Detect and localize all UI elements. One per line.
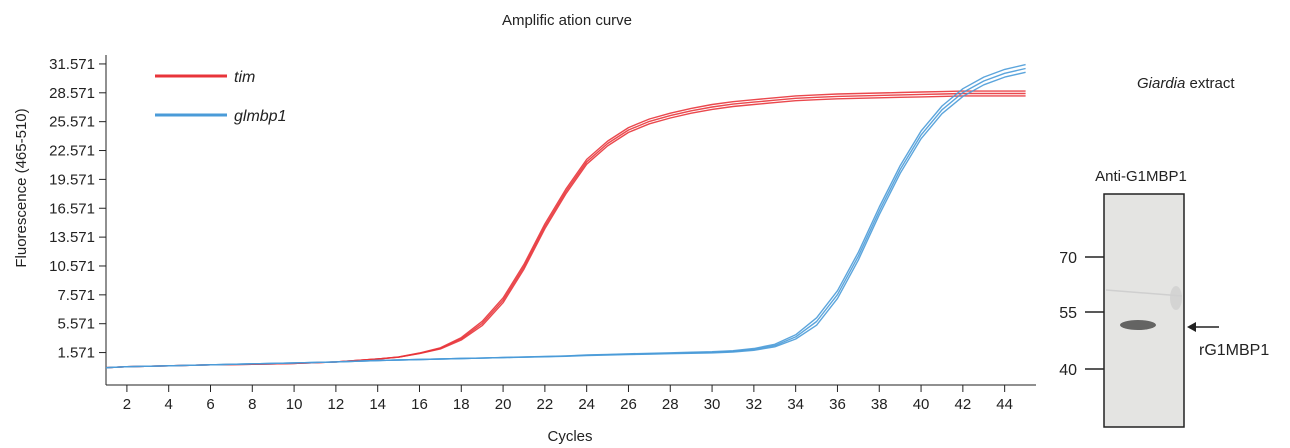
blot-antibody-label: Anti-G1MBP1 [1095, 168, 1187, 185]
x-tick-label: 2 [123, 396, 131, 413]
plot-area: 1.571 5.571 7.571 10.571 13.571 16.571 19.571 2… [49, 55, 1036, 413]
x-tick-label: 44 [996, 396, 1013, 413]
y-tick-label: 19.571 [49, 171, 95, 188]
marker-70: 70 [1059, 250, 1104, 267]
x-tick-label: 24 [578, 396, 595, 413]
blot-membrane [1103, 193, 1185, 428]
y-tick-label: 10.571 [49, 258, 95, 275]
blot-sample-label: Giardia extract [1137, 75, 1235, 92]
legend: tim glmbp1 [155, 69, 286, 125]
band-arrow-head [1187, 322, 1196, 332]
x-tick-label: 14 [369, 396, 386, 413]
x-tick-label: 28 [662, 396, 679, 413]
y-tick-label: 31.571 [49, 56, 95, 73]
chart-title: Amplific ation curve [502, 12, 632, 29]
series-line-glmbp1 [105, 63, 1026, 369]
x-ticks: 2 4 6 8 10 12 14 16 18 20 22 24 26 28 30 32 34 36 38 40 42 44 [123, 385, 1013, 413]
x-tick-label: 38 [871, 396, 888, 413]
western-blot-panel: Giardia extract Anti-G1MBP1 70 55 40 rG1… [1059, 75, 1269, 428]
marker-55-label: 55 [1059, 305, 1077, 322]
y-ticks: 1.571 5.571 7.571 10.571 13.571 16.571 19.571 2… [49, 56, 106, 362]
blot-smear-line [1105, 289, 1183, 297]
blot-edge-smudge [1170, 286, 1182, 310]
series-line-tim [105, 90, 1026, 369]
x-tick-label: 6 [206, 396, 214, 413]
x-axis-label: Cycles [547, 428, 592, 445]
x-tick-label: 22 [537, 396, 554, 413]
x-tick-label: 36 [829, 396, 846, 413]
x-tick-label: 10 [286, 396, 303, 413]
x-tick-label: 34 [787, 396, 804, 413]
x-tick-label: 42 [955, 396, 972, 413]
series-line-tim [105, 95, 1026, 369]
band-label: rG1MBP1 [1199, 342, 1269, 359]
y-tick-label: 13.571 [49, 229, 95, 246]
blot-band [1120, 320, 1156, 330]
x-tick-label: 20 [495, 396, 512, 413]
marker-70-label: 70 [1059, 250, 1077, 267]
x-tick-label: 26 [620, 396, 637, 413]
legend-label-glmbp1: glmbp1 [234, 108, 286, 125]
legend-label-tim: tim [234, 69, 255, 86]
y-tick-label: 25.571 [49, 114, 95, 131]
blot-sample-label-species: Giardia [1137, 75, 1185, 92]
y-axis-label: Fluorescence (465-510) [13, 108, 30, 267]
y-tick-label: 5.571 [57, 316, 95, 333]
y-tick-label: 22.571 [49, 143, 95, 160]
y-tick-label: 7.571 [57, 287, 95, 304]
x-tick-label: 40 [913, 396, 930, 413]
blot-sample-label-rest: extract [1185, 75, 1235, 92]
band-arrow [1187, 322, 1219, 332]
x-tick-label: 8 [248, 396, 256, 413]
x-tick-label: 4 [165, 396, 173, 413]
y-tick-label: 16.571 [49, 200, 95, 217]
marker-55: 55 [1059, 305, 1104, 322]
series-lines [105, 63, 1026, 369]
y-tick-label: 1.571 [57, 345, 95, 362]
marker-40-label: 40 [1059, 362, 1077, 379]
marker-40: 40 [1059, 362, 1104, 379]
x-tick-label: 16 [411, 396, 428, 413]
series-line-tim [105, 92, 1026, 369]
x-tick-label: 32 [746, 396, 763, 413]
x-tick-label: 12 [328, 396, 345, 413]
y-tick-label: 28.571 [49, 85, 95, 102]
x-tick-label: 30 [704, 396, 721, 413]
x-tick-label: 18 [453, 396, 470, 413]
